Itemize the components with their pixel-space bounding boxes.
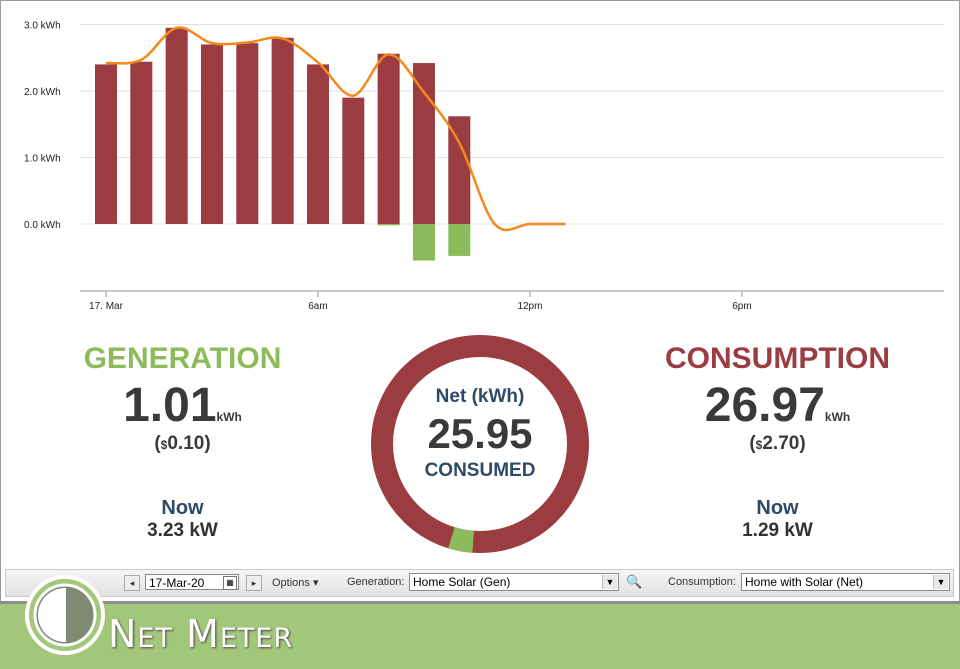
consumption-bar [412,63,435,224]
generation-bar [377,224,400,226]
footer-bar [0,601,960,669]
x-tick-label: 17. Mar [89,301,124,312]
consumption-select[interactable]: Home with Solar (Net) ▼ [741,573,950,591]
x-tick-label: 6pm [732,301,751,312]
date-input[interactable]: 17-Mar-20 ▦ [145,574,239,590]
consumption-now-label: Now [756,497,799,519]
consumption-now-value: 1.29 kW [742,520,813,541]
consumption-bar [271,37,294,224]
generation-title: GENERATION [83,342,282,375]
consumption-bar [165,27,188,225]
net-line [105,26,566,232]
consumption-bar [306,64,329,225]
net-label: Net (kWh) [435,386,525,407]
net-value: 25.95 [427,410,533,457]
consumption-select-label: Consumption: [668,576,736,588]
consumption-bar [342,97,365,224]
consumption-unit: kWh [824,410,851,424]
generation-value: 1.01 [123,379,217,432]
y-tick-label: 2.0 kWh [24,87,61,98]
net-status: CONSUMED [424,460,536,481]
chevron-down-icon: ▼ [933,575,948,589]
net-donut-ring [371,335,589,553]
consumption-value: 26.97 [704,379,825,432]
y-tick-label: 3.0 kWh [24,21,61,32]
consumption-bar [130,61,153,224]
consumption-bar [448,116,471,224]
consumption-bar [236,43,259,225]
generation-select-label: Generation: [347,576,405,588]
arrow-left-icon[interactable]: ◂ [124,575,140,591]
consumption-arc [371,335,589,553]
x-tick-label: 6am [308,301,327,312]
brand-title: Net Meter [108,612,294,656]
generation-now-value: 3.23 kW [147,520,218,541]
consumption-cost: ($2.70) [749,433,806,454]
arrow-right-icon[interactable]: ▸ [246,575,262,591]
toolbar: ◂ 17-Mar-20 ▦ ▸ Options ▾ Generation: Ho… [5,569,954,597]
consumption-bar [377,53,400,225]
generation-cost: ($0.10) [154,433,211,454]
net-meter-logo-icon [25,575,105,655]
generation-select[interactable]: Home Solar (Gen) ▼ [409,573,619,591]
consumption-panel: CONSUMPTION 26.97kWh ($2.70) Now 1.29 kW [645,342,910,542]
chevron-down-icon: ▾ [312,577,319,589]
options-menu[interactable]: Options ▾ [272,577,319,589]
consumption-title: CONSUMPTION [665,342,890,375]
magnifier-icon[interactable]: 🔍 [626,574,643,589]
calendar-icon[interactable]: ▦ [223,576,237,590]
y-tick-label: 0.0 kWh [24,220,61,231]
energy-chart: 3.0 kWh 2.0 kWh 1.0 kWh 0.0 kWh 17. Mar 6am 1… [24,21,944,312]
consumption-bar [95,64,117,225]
consumption-bar [200,44,223,225]
generation-panel: GENERATION 1.01kWh ($0.10) Now 3.23 kW [50,342,315,542]
y-tick-label: 1.0 kWh [24,154,61,165]
x-tick-label: 12pm [517,301,542,312]
net-donut: Net (kWh) 25.95 CONSUMED [370,334,590,554]
generation-now-label: Now [161,497,204,519]
chevron-down-icon: ▼ [602,575,617,589]
generation-bar [412,224,435,261]
generation-bar [448,224,471,256]
generation-unit: kWh [216,410,242,424]
